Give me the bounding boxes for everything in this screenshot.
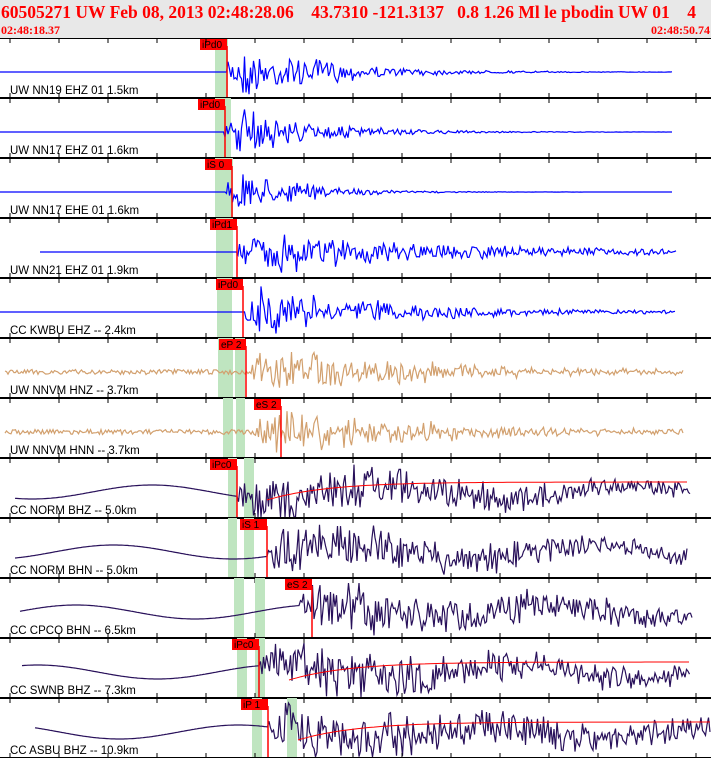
station-label: UW NN17 EHE 01 1.6km xyxy=(10,205,139,217)
waveform xyxy=(19,582,693,636)
pick-label-box[interactable] xyxy=(240,519,267,530)
waveform xyxy=(4,350,684,388)
coda-decay-curve xyxy=(266,481,687,501)
coda-decay-curve xyxy=(288,661,689,681)
pick-window-band xyxy=(255,578,265,638)
waveform xyxy=(40,234,677,273)
pick-label-box[interactable] xyxy=(216,279,243,290)
station-label: UW NN17 EHZ 01 1.6km xyxy=(10,145,138,157)
pick-label: iP 1 xyxy=(243,700,260,711)
station-label: CC SWNB BHZ -- 7.3km xyxy=(10,685,136,697)
pick-label: iS 0 xyxy=(207,160,225,171)
waveform xyxy=(21,642,691,698)
trace-panel[interactable]: iPd0 CC KWBU EHZ -- 2.4km xyxy=(0,278,711,343)
pick-window-band xyxy=(244,458,254,518)
pick-label: iPc0 xyxy=(234,640,254,651)
pick-window-band xyxy=(244,518,254,578)
waveform xyxy=(0,56,673,95)
pick-label: iPd0 xyxy=(202,40,222,51)
seismogram-panels[interactable]: iPd0 UW NN19 EHZ 01 1.5km iPd0 UW NN17 EHZ … xyxy=(0,38,711,758)
trace-panel[interactable]: iPd0 UW NN17 EHZ 01 1.6km xyxy=(0,98,711,163)
waveform xyxy=(14,464,691,518)
pick-label: iPd0 xyxy=(200,100,220,111)
pick-label-box[interactable] xyxy=(198,99,225,110)
pick-label-box[interactable] xyxy=(219,339,246,350)
pick-label-box[interactable] xyxy=(241,699,268,710)
station-label: CC NORM BHZ -- 5.0km xyxy=(10,505,137,517)
trace-panel[interactable]: iPd0 UW NN19 EHZ 01 1.5km xyxy=(0,38,711,103)
end-time: 02:48:50.74 xyxy=(651,23,710,37)
trace-panel[interactable]: eP 2 UW NNVM HNZ -- 3.7km xyxy=(0,338,711,403)
trace-panel[interactable]: iP 1 CC ASBU BHZ -- 10.9km xyxy=(0,698,711,758)
pick-window-band xyxy=(215,158,233,218)
pick-window-band xyxy=(236,398,245,458)
pick-label-box[interactable] xyxy=(254,399,281,410)
pick-label: eS 2 xyxy=(287,580,308,591)
trace-panel[interactable]: eS 2 CC CPCO BHN -- 6.5km xyxy=(0,578,711,643)
station-label: UW NNVM HNN -- 3.7km xyxy=(10,445,140,457)
pick-window-band xyxy=(217,278,232,338)
station-label: CC CPCO BHN -- 6.5km xyxy=(10,625,136,637)
pick-window-band xyxy=(228,518,237,578)
station-label: CC NORM BHN -- 5.0km xyxy=(10,565,138,577)
station-label: CC ASBU BHZ -- 10.9km xyxy=(10,745,138,757)
pick-window-band xyxy=(215,98,231,158)
pick-window-band xyxy=(228,458,237,518)
event-header: 60505271 UW Feb 08, 2013 02:48:28.06 43.… xyxy=(0,0,711,38)
pick-label: iPc0 xyxy=(212,460,232,471)
pick-label-box[interactable] xyxy=(210,459,237,470)
pick-label: iPd1 xyxy=(212,220,232,231)
pick-label-box[interactable] xyxy=(200,39,227,50)
pick-label: eP 2 xyxy=(221,340,242,351)
pick-window-band xyxy=(252,698,262,758)
station-label: UW NNVM HNZ -- 3.7km xyxy=(10,385,138,397)
trace-panel[interactable]: iPc0 CC SWNB BHZ -- 7.3km xyxy=(0,638,711,703)
waveform xyxy=(0,174,672,207)
start-time: 02:48:18.37 xyxy=(1,23,60,37)
waveform xyxy=(0,109,672,152)
waveform xyxy=(14,524,688,575)
pick-window-band xyxy=(234,578,244,638)
station-label: CC KWBU EHZ -- 2.4km xyxy=(10,325,136,337)
pick-label-box[interactable] xyxy=(205,159,232,170)
waveform xyxy=(0,286,676,334)
pick-label-box[interactable] xyxy=(285,579,312,590)
station-label: UW NN21 EHZ 01 1.9km xyxy=(10,265,138,277)
pick-window-band xyxy=(255,638,265,698)
trace-panel[interactable]: iPd1 UW NN21 EHZ 01 1.9km xyxy=(0,218,711,283)
pick-label: iS 1 xyxy=(242,520,260,531)
trace-panel[interactable]: iS 0 UW NN17 EHE 01 1.6km xyxy=(0,158,711,223)
pick-window-band xyxy=(223,398,233,458)
station-label: UW NN19 EHZ 01 1.5km xyxy=(10,85,138,97)
pick-label: eS 2 xyxy=(256,400,277,411)
pick-window-band xyxy=(215,38,228,98)
trace-panel[interactable]: iPc0 CC NORM BHZ -- 5.0km xyxy=(0,458,711,523)
coda-decay-curve xyxy=(297,721,710,741)
pick-label-box[interactable] xyxy=(232,639,259,650)
pick-window-band xyxy=(216,218,233,278)
waveform xyxy=(4,411,684,453)
trace-panel[interactable]: iS 1 CC NORM BHN -- 5.0km xyxy=(0,518,711,583)
pick-label: iPd0 xyxy=(218,280,238,291)
trace-panel[interactable]: eS 2 UW NNVM HNN -- 3.7km xyxy=(0,398,711,463)
pick-window-band xyxy=(235,338,245,398)
event-title: 60505271 UW Feb 08, 2013 02:48:28.06 43.… xyxy=(1,2,696,22)
pick-window-band xyxy=(218,338,233,398)
pick-label-box[interactable] xyxy=(210,219,237,230)
